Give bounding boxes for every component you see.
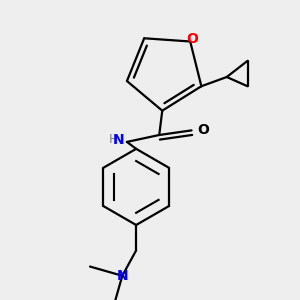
Text: O: O [187,32,199,46]
Text: N: N [113,133,124,147]
Text: O: O [197,123,209,137]
Text: H: H [108,133,118,146]
Text: N: N [116,269,128,283]
